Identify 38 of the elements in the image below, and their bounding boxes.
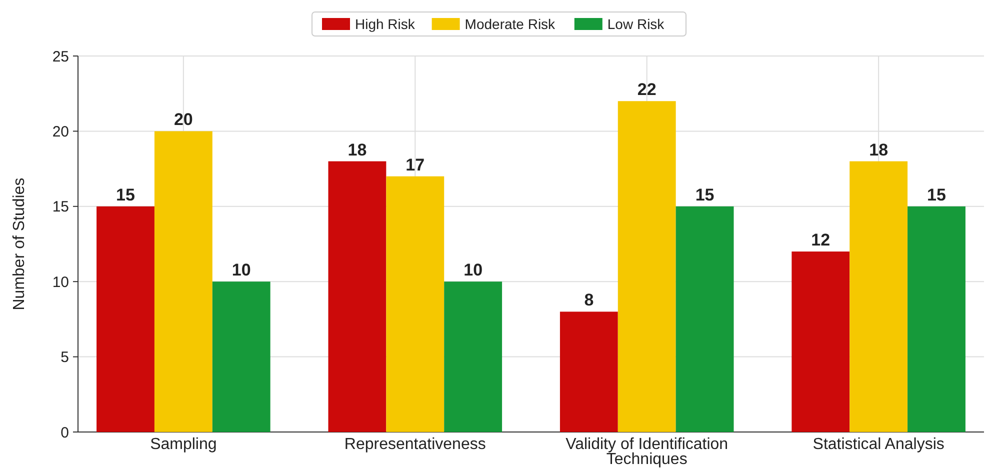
x-tick-label: Representativeness xyxy=(344,436,486,453)
x-tick-label: Sampling xyxy=(150,436,217,453)
bar xyxy=(386,176,444,432)
data-label: 18 xyxy=(348,140,367,160)
bar xyxy=(154,131,212,432)
bar xyxy=(444,282,502,432)
data-label: 8 xyxy=(584,290,594,310)
y-tick-label: 5 xyxy=(60,349,69,366)
data-label: 15 xyxy=(695,185,714,204)
bar xyxy=(560,312,618,432)
legend-label: Low Risk xyxy=(607,16,666,32)
x-tick-label: Validity of Identification Techniques xyxy=(566,436,728,468)
y-axis-title: Number of Studies xyxy=(11,178,28,310)
bar xyxy=(792,252,850,432)
data-label: 15 xyxy=(116,185,135,204)
y-tick-label: 10 xyxy=(52,274,69,291)
bar xyxy=(618,101,676,432)
data-label: 20 xyxy=(174,110,193,130)
y-tick-label: 25 xyxy=(52,48,69,66)
bar xyxy=(676,206,734,432)
y-tick-label: 15 xyxy=(52,198,69,216)
data-label: 17 xyxy=(406,155,425,174)
bar xyxy=(212,282,270,432)
data-label: 22 xyxy=(637,80,656,100)
x-tick-label: Statistical Analysis xyxy=(812,436,944,453)
bar xyxy=(908,206,966,432)
data-label: 10 xyxy=(464,260,483,280)
data-label: 15 xyxy=(927,185,946,204)
bar xyxy=(96,206,154,432)
data-label: 18 xyxy=(869,140,888,160)
data-label: 10 xyxy=(232,260,251,280)
legend-label: High Risk xyxy=(355,16,416,32)
data-label: 12 xyxy=(811,230,830,250)
y-tick-label: 0 xyxy=(60,424,69,442)
legend-label: Moderate Risk xyxy=(464,16,556,32)
bar xyxy=(328,161,386,432)
y-tick-label: 20 xyxy=(52,123,69,140)
bar xyxy=(850,161,908,432)
